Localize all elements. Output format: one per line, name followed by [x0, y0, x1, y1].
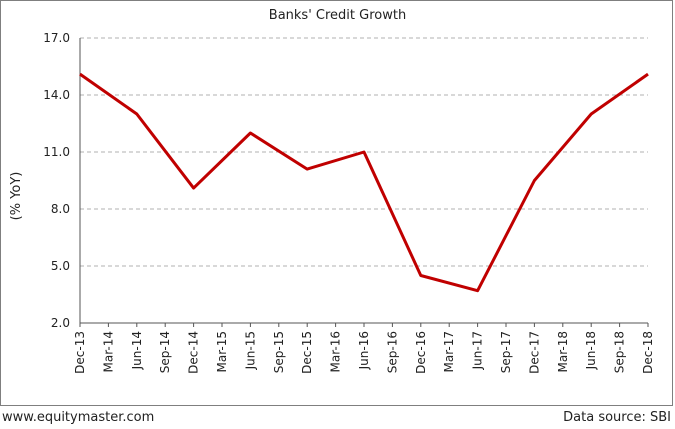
y-axis-label: (% YoY) [9, 172, 24, 221]
x-tick-label: Sep-14 [158, 331, 172, 373]
x-tick-label: Jun-15 [243, 331, 257, 370]
x-tick-label: Sep-15 [272, 331, 286, 373]
x-tick-label: Dec-18 [641, 331, 655, 374]
x-tick-label: Jun-16 [357, 331, 371, 370]
x-tick-label: Mar-17 [442, 331, 456, 372]
site-footer: www.equitymaster.com [2, 410, 155, 425]
x-tick-label: Mar-14 [101, 331, 115, 372]
data-source: Data source: SBI [563, 410, 671, 425]
y-tick-label: 5.0 [51, 259, 70, 273]
x-tick-label: Jun-18 [584, 331, 598, 370]
x-tick-label: Dec-16 [414, 331, 428, 374]
y-tick-label: 11.0 [43, 145, 70, 159]
y-tick-label: 2.0 [51, 316, 70, 330]
x-tick-label: Dec-13 [73, 331, 87, 374]
x-tick-label: Mar-18 [556, 331, 570, 372]
x-tick-label: Jun-14 [130, 331, 144, 370]
x-tick-label: Dec-17 [527, 331, 541, 374]
x-tick-label: Jun-17 [471, 331, 485, 370]
x-tick-label: Mar-16 [329, 331, 343, 372]
series-line-credit-growth [79, 72, 649, 293]
x-tick-label: Sep-16 [385, 331, 399, 373]
x-tick-label: Mar-15 [215, 331, 229, 372]
y-tick-label: 17.0 [43, 31, 70, 45]
y-tick-label: 8.0 [51, 202, 70, 216]
x-tick-label: Sep-17 [499, 331, 513, 373]
chart-title: Banks' Credit Growth [268, 8, 407, 23]
x-tick-label: Sep-18 [613, 331, 627, 373]
line-chart: 2.0 5.0 8.0 11.0 14.0 17.0 Dec-13 Mar-14 Jun-14… [9, 31, 655, 374]
x-tick-label: Dec-14 [187, 331, 201, 374]
chart-frame [0, 0, 673, 406]
x-tick-label: Dec-15 [300, 331, 314, 374]
y-tick-label: 14.0 [43, 88, 70, 102]
